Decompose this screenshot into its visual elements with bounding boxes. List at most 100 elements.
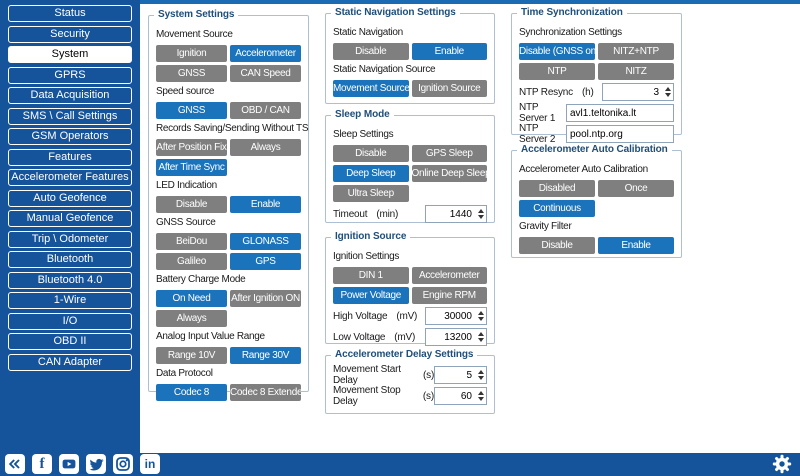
- setting-label: Speed source: [156, 86, 215, 97]
- opt-glonass[interactable]: GLONASS: [230, 233, 301, 250]
- sidebar-item-system[interactable]: System: [8, 46, 132, 63]
- opt-din1[interactable]: DIN 1: [333, 267, 409, 284]
- sidebar-item-1-wire[interactable]: 1-Wire: [8, 292, 132, 309]
- opt-cal-continuous[interactable]: Continuous: [519, 200, 595, 217]
- spinner-arrows[interactable]: [478, 391, 484, 401]
- opt-speed-gnss[interactable]: GNSS: [156, 102, 227, 119]
- opt-range-10v[interactable]: Range 10V: [156, 347, 227, 364]
- sidebar-item-security[interactable]: Security: [8, 25, 132, 43]
- instagram-icon[interactable]: [113, 454, 133, 474]
- opt-codec-8[interactable]: Codec 8: [156, 384, 227, 401]
- opt-can-speed[interactable]: CAN Speed: [230, 65, 301, 82]
- sidebar-item-manual-geofence[interactable]: Manual Geofence: [8, 210, 132, 227]
- opt-power-voltage[interactable]: Power Voltage: [333, 287, 409, 304]
- spinner-arrows[interactable]: [478, 370, 484, 380]
- opt-gnss[interactable]: GNSS: [156, 65, 227, 82]
- timeout-value[interactable]: [425, 205, 487, 223]
- bottom-bar: f in: [0, 453, 800, 476]
- collapse-sidebar-icon[interactable]: [5, 454, 25, 474]
- high-voltage-value[interactable]: [425, 307, 487, 325]
- sidebar-item-can-adapter[interactable]: CAN Adapter: [8, 353, 132, 371]
- facebook-icon[interactable]: f: [32, 454, 52, 474]
- spinner-arrows[interactable]: [478, 332, 484, 342]
- opt-beidou[interactable]: BeiDou: [156, 233, 227, 250]
- sidebar-item-accelerometer-features[interactable]: Accelerometer Features: [8, 169, 132, 186]
- twitter-icon[interactable]: [86, 454, 106, 474]
- ntp-server-2-value[interactable]: [566, 125, 674, 143]
- movement-stop-delay-value[interactable]: [433, 387, 487, 405]
- opt-gps-sleep[interactable]: GPS Sleep: [411, 145, 487, 162]
- youtube-icon[interactable]: [59, 454, 79, 474]
- movement-start-delay-value[interactable]: [434, 366, 487, 384]
- ntp-server-2-input: [566, 125, 674, 143]
- sidebar-item-gprs[interactable]: GPRS: [8, 66, 132, 84]
- sidebar-item-trip-odometer[interactable]: Trip \ Odometer: [8, 230, 132, 248]
- opt-engine-rpm[interactable]: Engine RPM: [411, 287, 487, 304]
- opt-galileo[interactable]: Galileo: [156, 253, 227, 270]
- opt-battery-always[interactable]: Always: [156, 310, 227, 327]
- sidebar-item-bluetooth[interactable]: Bluetooth: [8, 251, 132, 268]
- opt-after-time-sync[interactable]: After Time Sync: [156, 159, 227, 176]
- opt-nitz-ntp[interactable]: NITZ+NTP: [598, 43, 674, 60]
- opt-statnav-disable[interactable]: Disable: [333, 43, 409, 60]
- field-label: Movement Stop Delay: [333, 385, 401, 407]
- double-chevron-left-icon: [8, 459, 20, 469]
- opt-led-enable[interactable]: Enable: [230, 196, 301, 213]
- opt-accelerometer[interactable]: Accelerometer: [230, 45, 301, 62]
- group-accelerometer-auto-calibration: Accelerometer Auto Calibration Accelerom…: [511, 144, 682, 258]
- opt-disable-gnss-only[interactable]: Disable (GNSS only): [519, 43, 595, 60]
- opt-ntp[interactable]: NTP: [519, 63, 595, 80]
- spinner-arrows[interactable]: [478, 209, 484, 219]
- opt-range-30v[interactable]: Range 30V: [230, 347, 301, 364]
- linkedin-icon[interactable]: in: [140, 454, 160, 474]
- settings-gear-icon[interactable]: [772, 454, 792, 474]
- opt-movement-source[interactable]: Movement Source: [333, 80, 409, 97]
- opt-after-ignition-on[interactable]: After Ignition ON: [230, 290, 301, 307]
- sidebar-item-gsm-operators[interactable]: GSM Operators: [8, 128, 132, 145]
- field-label: NTP Server 1: [519, 102, 556, 124]
- opt-codec-8-extended[interactable]: Codec 8 Extended: [230, 384, 301, 401]
- sidebar-item-data-acquisition[interactable]: Data Acquisition: [8, 87, 132, 104]
- sidebar-item-auto-geofence[interactable]: Auto Geofence: [8, 189, 132, 207]
- movement-stop-delay-input: [433, 387, 487, 405]
- opt-on-need[interactable]: On Need: [156, 290, 227, 307]
- opt-after-position-fix[interactable]: After Position Fix: [156, 139, 227, 156]
- group-title: Static Navigation Settings: [331, 7, 460, 18]
- sidebar-item-obd-ii[interactable]: OBD II: [8, 333, 132, 350]
- ntp-server-1-value[interactable]: [566, 104, 674, 122]
- opt-sleep-disable[interactable]: Disable: [333, 145, 409, 162]
- opt-gravity-disable[interactable]: Disable: [519, 237, 595, 254]
- low-voltage-value[interactable]: [425, 328, 487, 346]
- group-title: Ignition Source: [331, 231, 411, 242]
- opt-led-disable[interactable]: Disable: [156, 196, 227, 213]
- group-title: System Settings: [154, 9, 239, 20]
- opt-gps[interactable]: GPS: [230, 253, 301, 270]
- sidebar-item-features[interactable]: Features: [8, 148, 132, 166]
- opt-statnav-enable[interactable]: Enable: [411, 43, 487, 60]
- opt-gravity-enable[interactable]: Enable: [598, 237, 674, 254]
- opt-ignition[interactable]: Ignition: [156, 45, 227, 62]
- sidebar-item-io[interactable]: I/O: [8, 312, 132, 330]
- sidebar-item-status[interactable]: Status: [8, 5, 132, 22]
- field-unit: (min): [376, 208, 399, 220]
- opt-ign-accelerometer[interactable]: Accelerometer: [411, 267, 487, 284]
- spinner-arrows[interactable]: [478, 311, 484, 321]
- opt-cal-disabled[interactable]: Disabled: [519, 180, 595, 197]
- sidebar-item-sms-call-settings[interactable]: SMS \ Call Settings: [8, 107, 132, 125]
- setting-label: Records Saving/Sending Without TS: [156, 123, 309, 134]
- opt-online-deep-sleep[interactable]: Online Deep Sleep: [411, 165, 487, 182]
- group-accelerometer-delay: Accelerometer Delay Settings Movement St…: [325, 349, 495, 414]
- opt-ignition-source[interactable]: Ignition Source: [411, 80, 487, 97]
- opt-deep-sleep[interactable]: Deep Sleep: [333, 165, 409, 182]
- opt-cal-once[interactable]: Once: [598, 180, 674, 197]
- opt-ultra-sleep[interactable]: Ultra Sleep: [333, 185, 409, 202]
- opt-nitz[interactable]: NITZ: [598, 63, 674, 80]
- opt-always[interactable]: Always: [230, 139, 301, 156]
- ntp-resync-value[interactable]: [602, 83, 674, 101]
- setting-label: Analog Input Value Range: [156, 331, 265, 342]
- opt-obd-can[interactable]: OBD / CAN: [230, 102, 301, 119]
- setting-label: LED Indication: [156, 180, 217, 191]
- setting-label: Synchronization Settings: [519, 27, 622, 38]
- spinner-arrows[interactable]: [665, 87, 671, 97]
- sidebar-item-bluetooth-40[interactable]: Bluetooth 4.0: [8, 271, 132, 289]
